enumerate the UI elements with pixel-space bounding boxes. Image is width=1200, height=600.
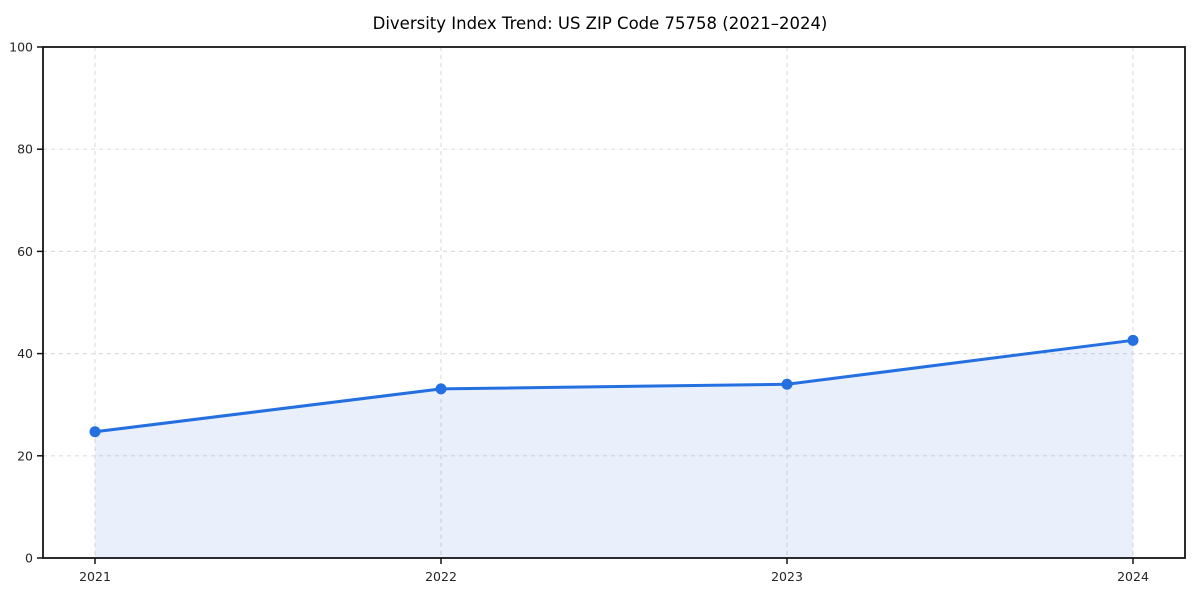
y-axis-tick-label: 40 — [17, 346, 33, 361]
data-point-marker — [435, 383, 447, 395]
data-point-marker — [89, 426, 101, 438]
x-axis-tick-label: 2021 — [79, 569, 111, 584]
data-point-marker — [1127, 334, 1139, 346]
x-axis-tick-label: 2023 — [771, 569, 803, 584]
y-axis-tick-label: 60 — [17, 244, 33, 259]
y-axis-tick-label: 0 — [25, 551, 33, 566]
y-axis-tick-label: 100 — [9, 40, 33, 55]
trend-line — [93, 338, 1135, 434]
data-point-marker — [781, 378, 793, 390]
x-axis-tick-label: 2022 — [425, 569, 457, 584]
area-fill — [95, 340, 1133, 558]
y-axis-tick-label: 80 — [17, 142, 33, 157]
x-axis-tick-label: 2024 — [1117, 569, 1149, 584]
axis-spines — [42, 46, 1186, 559]
y-axis-tick-label: 20 — [17, 448, 33, 463]
chart-title: Diversity Index Trend: US ZIP Code 75758… — [372, 14, 828, 33]
